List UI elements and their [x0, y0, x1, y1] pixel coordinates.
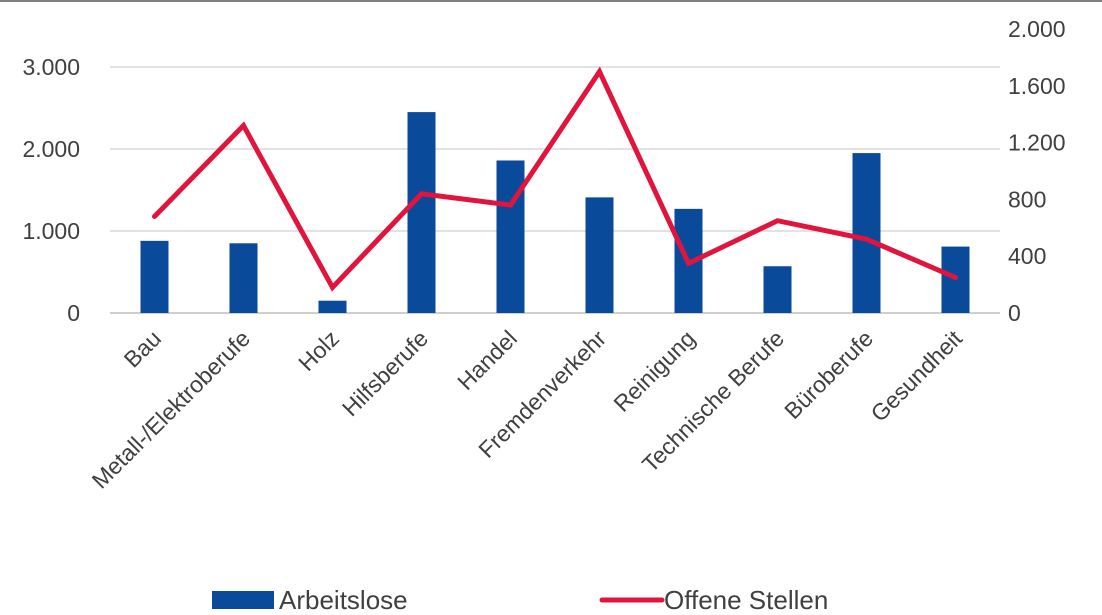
bar-arbeitslose: [140, 240, 169, 313]
right-axis-tick-label: 1.600: [1008, 73, 1066, 99]
x-axis-category-label: Reinigung: [608, 325, 700, 417]
right-axis-tick-label: 0: [1008, 300, 1021, 326]
bar-series-arbeitslose: [140, 112, 970, 313]
x-axis-category-label: Holz: [293, 325, 344, 376]
legend-swatch-arbeitslose: [212, 591, 274, 609]
left-axis-tick-label: 0: [67, 300, 80, 326]
left-y-axis: 0 1.000 2.000 3.000: [22, 54, 80, 326]
line-offene-stellen: [152, 66, 958, 292]
x-axis-category-label: Handel: [452, 325, 522, 395]
x-axis-category-label: Metall-/Elektroberufe: [87, 325, 255, 493]
right-axis-tick-label: 400: [1008, 243, 1046, 269]
bar-arbeitslose: [852, 153, 881, 313]
x-axis-category-label: Gesundheit: [865, 325, 967, 427]
bar-arbeitslose: [763, 266, 792, 313]
bar-arbeitslose: [496, 160, 525, 313]
x-axis-category-label: Büroberufe: [779, 325, 878, 424]
legend: Arbeitslose Offene Stellen: [212, 585, 828, 615]
right-axis-tick-label: 2.000: [1008, 16, 1066, 42]
left-axis-tick-label: 2.000: [22, 136, 80, 162]
left-axis-tick-label: 3.000: [22, 54, 80, 80]
bar-arbeitslose: [318, 300, 347, 313]
bar-arbeitslose: [407, 112, 436, 313]
x-axis-category-label: Bau: [119, 325, 166, 372]
left-axis-tick-label: 1.000: [22, 218, 80, 244]
bar-arbeitslose: [585, 197, 614, 313]
right-axis-tick-label: 1.200: [1008, 130, 1066, 156]
line-series-offene-stellen: [152, 66, 958, 292]
bar-arbeitslose: [229, 243, 258, 313]
x-axis-category-label: Hilfsberufe: [337, 325, 433, 421]
top-border-line: [0, 0, 1102, 2]
legend-label-arbeitslose: Arbeitslose: [279, 585, 408, 615]
right-axis-tick-label: 800: [1008, 186, 1046, 212]
right-y-axis: 0 400 800 1.200 1.600 2.000: [1008, 16, 1066, 326]
legend-label-offene-stellen: Offene Stellen: [664, 585, 828, 615]
